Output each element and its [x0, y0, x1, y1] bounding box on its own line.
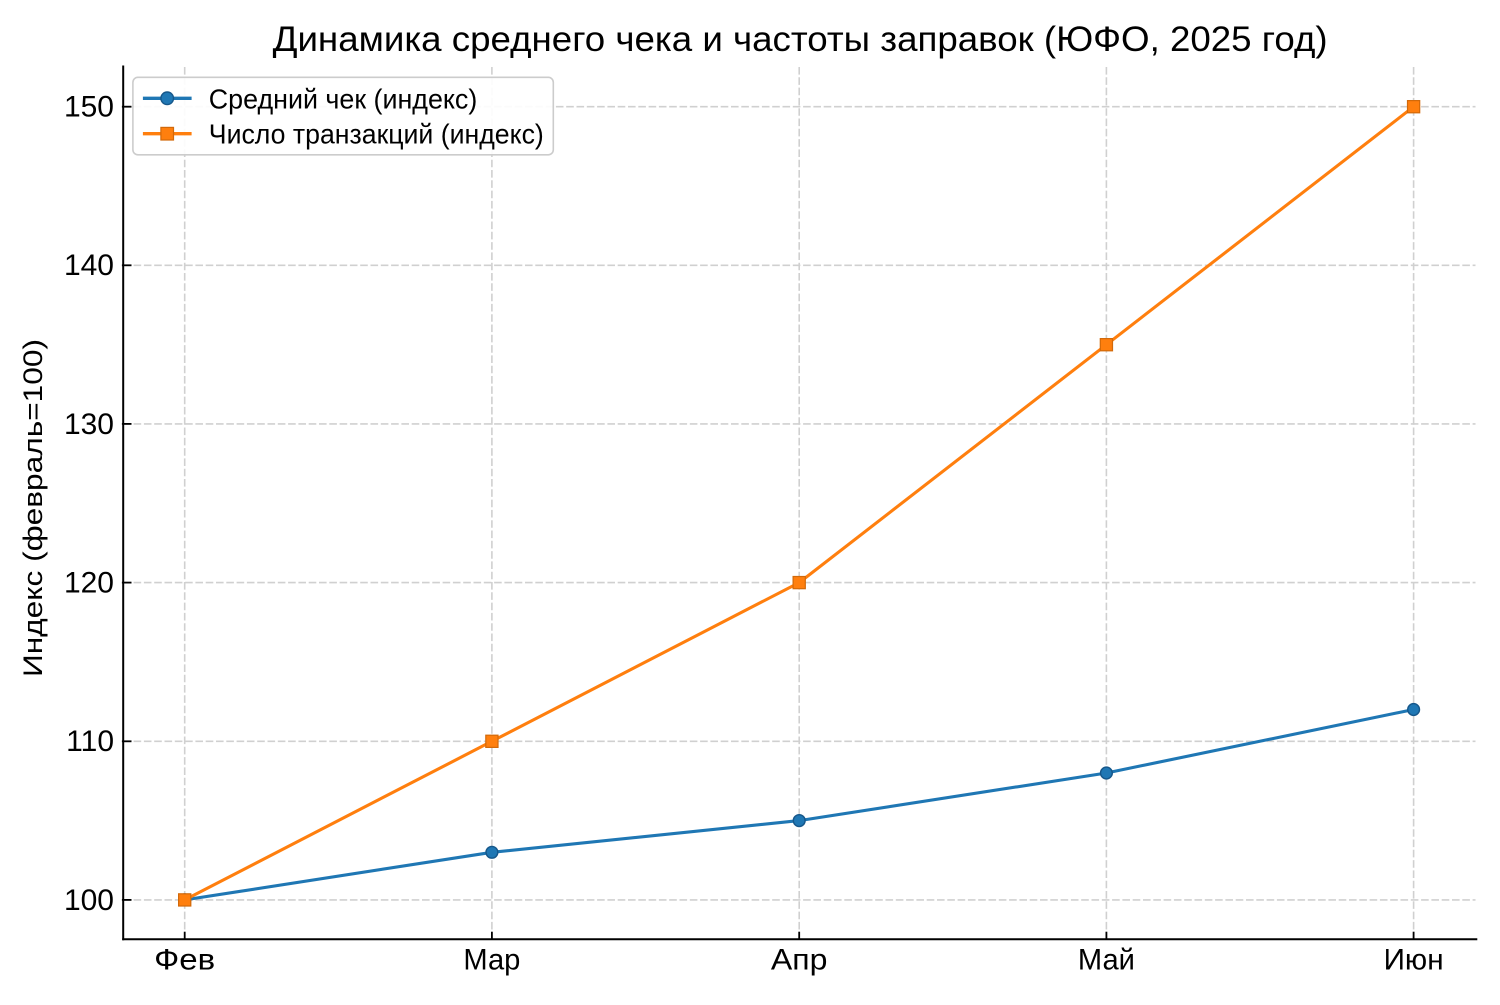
svg-text:120: 120: [64, 567, 114, 600]
svg-text:Средний чек (индекс): Средний чек (индекс): [209, 83, 478, 114]
svg-text:Индекс (февраль=100): Индекс (февраль=100): [18, 339, 48, 677]
svg-text:Апр: Апр: [771, 943, 828, 976]
svg-text:150: 150: [64, 91, 114, 124]
svg-text:Фев: Фев: [154, 943, 215, 976]
svg-text:Динамика среднего чека и часто: Динамика среднего чека и частоты заправо…: [273, 20, 1328, 59]
svg-text:110: 110: [66, 725, 114, 758]
svg-text:130: 130: [64, 408, 114, 441]
svg-text:Мар: Мар: [463, 943, 520, 976]
svg-text:100: 100: [64, 884, 114, 917]
svg-text:140: 140: [64, 249, 114, 282]
svg-text:Число транзакций (индекс): Число транзакций (индекс): [209, 119, 544, 150]
svg-text:Май: Май: [1078, 943, 1135, 976]
svg-text:Июн: Июн: [1384, 943, 1444, 976]
